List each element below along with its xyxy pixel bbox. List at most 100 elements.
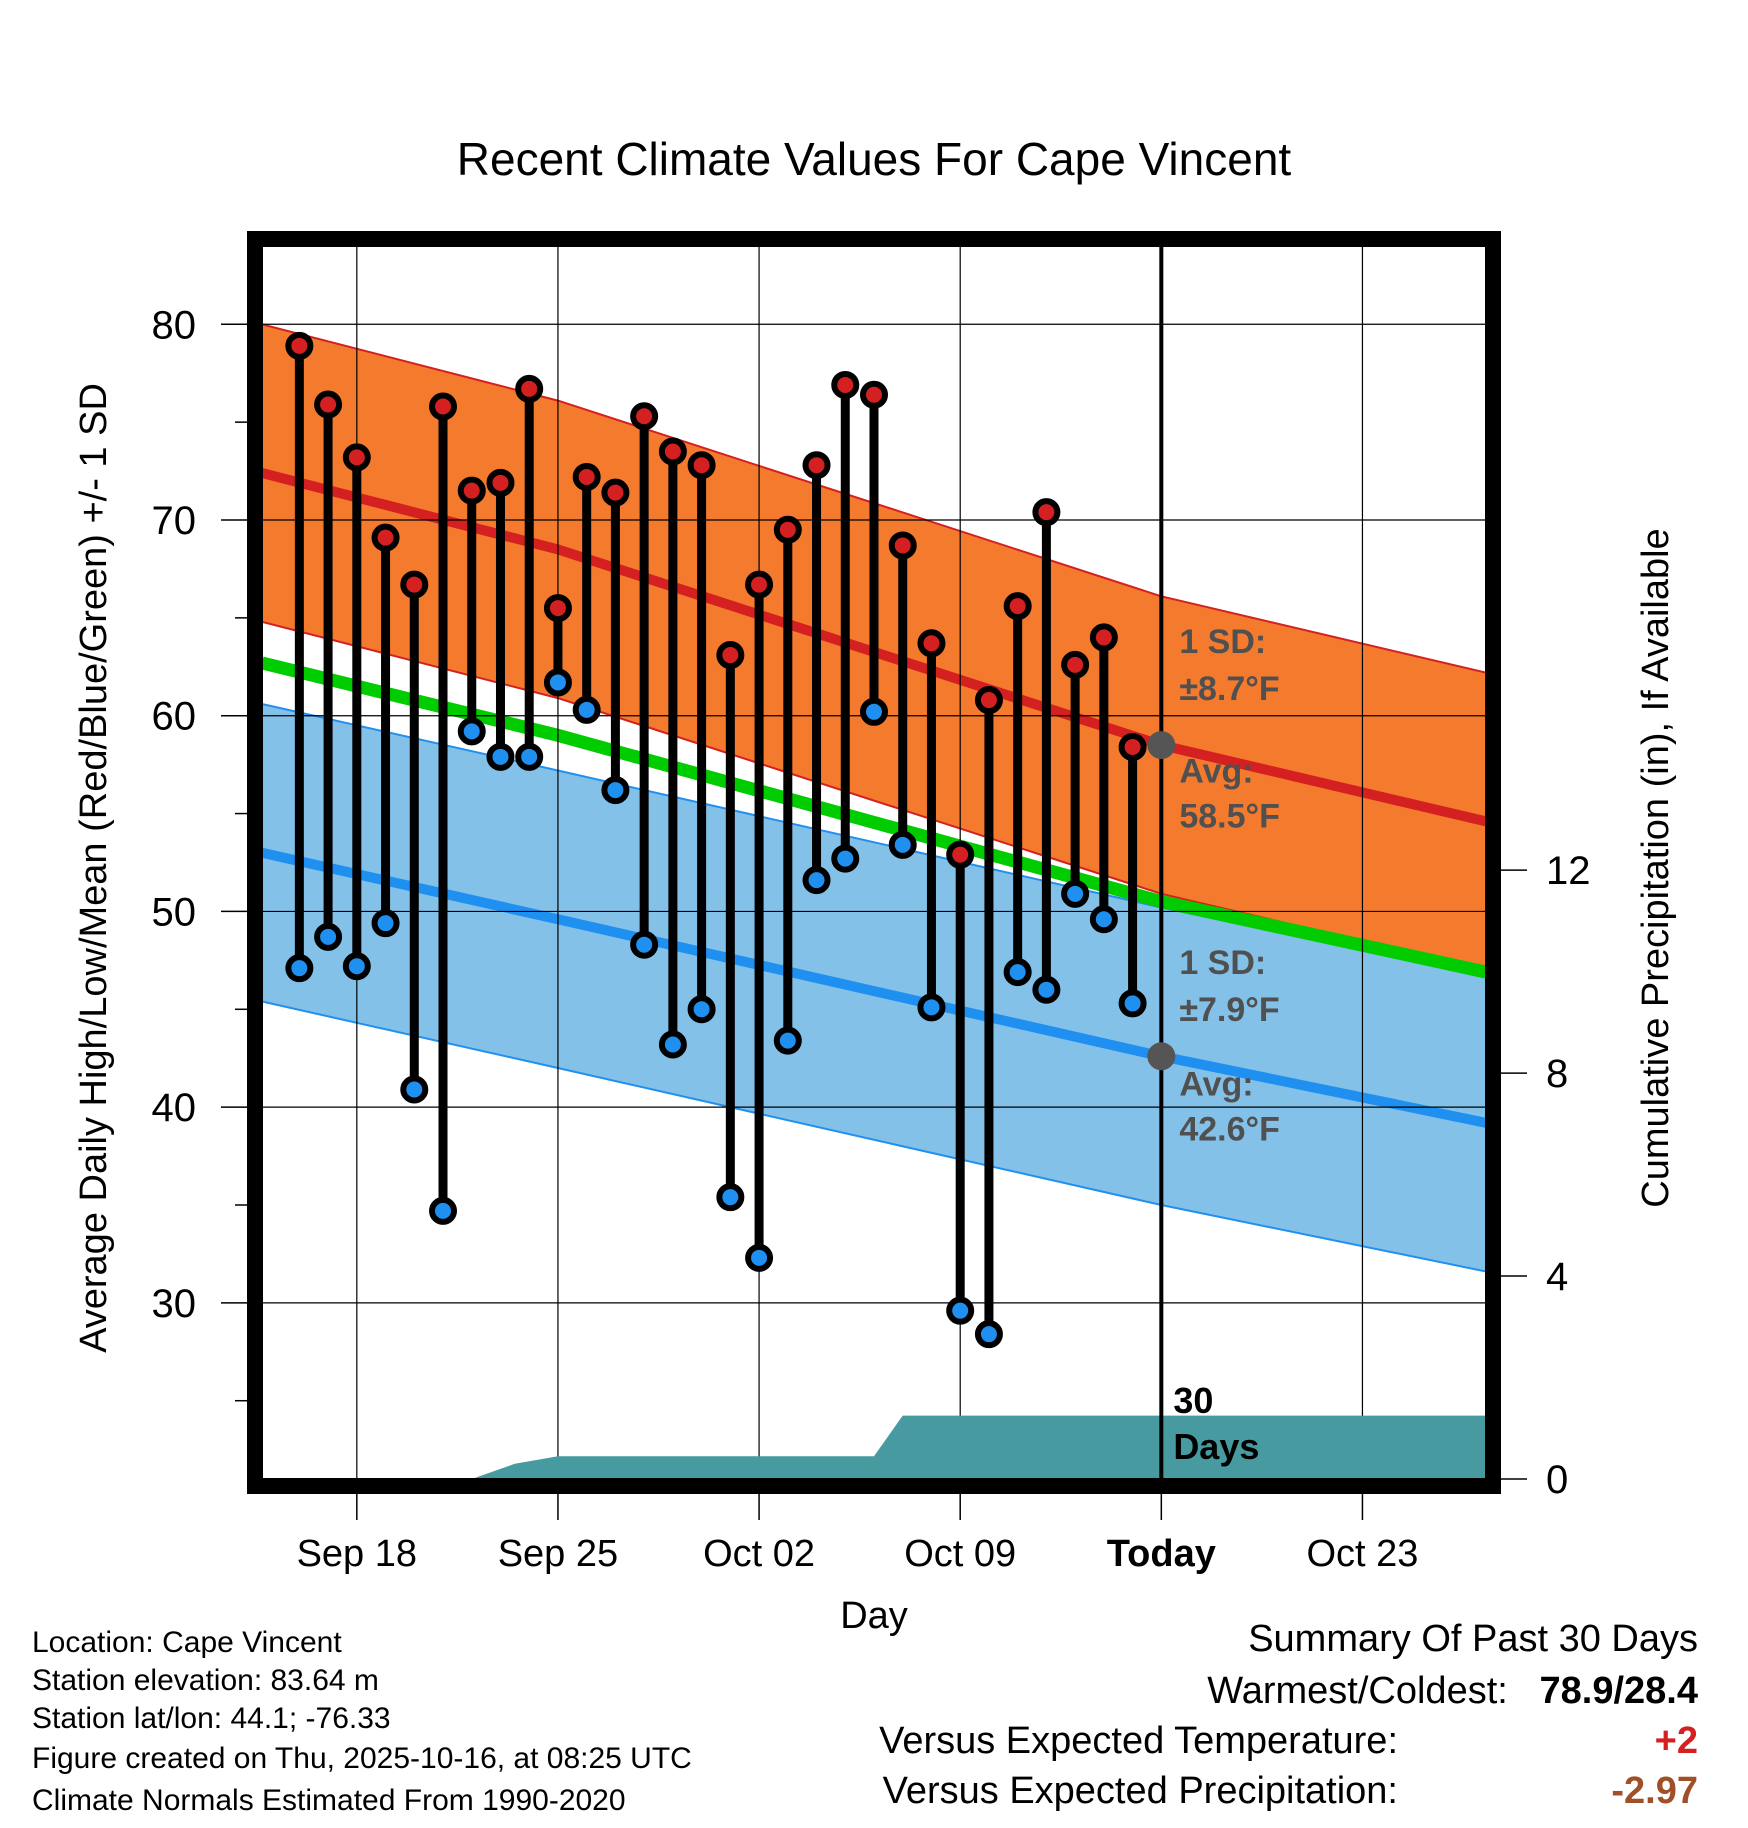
today-days-number: 30 bbox=[1173, 1380, 1213, 1421]
high-point bbox=[342, 443, 371, 472]
y-tick-label: 80 bbox=[152, 303, 197, 347]
summary-warm-cold-value: 78.9/28.4 bbox=[1539, 1670, 1698, 1712]
y2-tick-label: 0 bbox=[1546, 1458, 1568, 1502]
summary-temp-number: +2 bbox=[1654, 1720, 1698, 1762]
high-point bbox=[831, 370, 860, 399]
x-axis-label: Day bbox=[840, 1595, 908, 1637]
low-point bbox=[1003, 958, 1032, 987]
low-point bbox=[486, 742, 515, 771]
low-sd-label: 1 SD: bbox=[1179, 944, 1266, 982]
low-point bbox=[543, 668, 572, 697]
today-low-marker bbox=[1147, 1042, 1176, 1071]
high-point bbox=[687, 451, 716, 480]
low-point bbox=[974, 1320, 1003, 1349]
low-point bbox=[802, 866, 831, 895]
low-point bbox=[429, 1196, 458, 1225]
high-point bbox=[486, 468, 515, 497]
low-point bbox=[888, 830, 917, 859]
y2-tick-label: 4 bbox=[1546, 1255, 1568, 1299]
x-tick-label: Oct 09 bbox=[904, 1533, 1016, 1575]
high-point bbox=[400, 570, 429, 599]
high-point bbox=[457, 476, 486, 505]
y-tick-label: 50 bbox=[152, 890, 197, 934]
high-avg-label: Avg: bbox=[1179, 752, 1253, 790]
y-tick-label: 40 bbox=[152, 1086, 197, 1130]
low-point bbox=[773, 1026, 802, 1055]
high-point bbox=[1061, 650, 1090, 679]
low-point bbox=[371, 909, 400, 938]
high-point bbox=[917, 629, 946, 658]
summary-warm-cold-label: Warmest/Coldest: bbox=[1207, 1670, 1508, 1712]
low-point bbox=[630, 930, 659, 959]
low-sd-value: ±7.9°F bbox=[1179, 991, 1279, 1029]
low-point bbox=[457, 717, 486, 746]
y2-tick-label: 12 bbox=[1546, 849, 1591, 893]
summary-temp-value: +2 bbox=[1655, 1720, 1698, 1763]
y-tick-label: 30 bbox=[152, 1282, 197, 1326]
high-point bbox=[946, 840, 975, 869]
low-point bbox=[917, 993, 946, 1022]
low-point bbox=[314, 922, 343, 951]
high-point bbox=[745, 570, 774, 599]
high-point bbox=[1032, 498, 1061, 527]
high-point bbox=[860, 380, 888, 409]
high-point bbox=[658, 437, 687, 466]
low-point bbox=[716, 1183, 745, 1212]
summary-precip-value: -2.97 bbox=[1611, 1770, 1698, 1813]
footer-latlon: Station lat/lon: 44.1; -76.33 bbox=[32, 1702, 391, 1735]
high-point bbox=[515, 374, 544, 403]
high-sd-value: ±8.7°F bbox=[1179, 670, 1279, 708]
chart-title: Recent Climate Values For Cape Vincent bbox=[457, 133, 1292, 185]
high-point bbox=[888, 531, 917, 560]
footer-created: Figure created on Thu, 2025-10-16, at 08… bbox=[32, 1742, 692, 1775]
y-tick-label: 60 bbox=[152, 695, 197, 739]
high-point bbox=[802, 451, 831, 480]
high-point bbox=[1089, 623, 1118, 652]
high-point bbox=[716, 641, 745, 670]
low-point bbox=[572, 695, 601, 724]
high-point bbox=[1003, 592, 1032, 621]
today-high-marker bbox=[1147, 731, 1176, 760]
high-point bbox=[1118, 733, 1147, 762]
plot-content bbox=[262, 246, 1486, 1479]
precip-area bbox=[262, 1415, 1486, 1479]
low-point bbox=[1032, 975, 1061, 1004]
low-point bbox=[1061, 879, 1090, 908]
low-avg-value: 42.6°F bbox=[1179, 1110, 1280, 1148]
low-point bbox=[946, 1296, 975, 1325]
summary-precip-label: Versus Expected Precipitation: bbox=[882, 1770, 1398, 1812]
high-point bbox=[773, 515, 802, 544]
high-point bbox=[572, 462, 601, 491]
footer-location: Location: Cape Vincent bbox=[32, 1626, 342, 1659]
x-tick-label: Oct 02 bbox=[703, 1533, 815, 1575]
footer-normals: Climate Normals Estimated From 1990-2020 bbox=[32, 1784, 626, 1817]
low-point bbox=[860, 697, 888, 726]
high-point bbox=[601, 478, 630, 507]
low-point bbox=[1118, 989, 1147, 1018]
high-sd-label: 1 SD: bbox=[1179, 623, 1266, 661]
high-point bbox=[429, 392, 458, 421]
summary-title: Summary Of Past 30 Days bbox=[1248, 1618, 1698, 1660]
x-tick-label: Oct 23 bbox=[1306, 1533, 1418, 1575]
summary-warm-cold: Warmest/Coldest: 78.9/28.4 bbox=[1207, 1670, 1698, 1713]
high-point bbox=[974, 686, 1003, 715]
high-normal-line bbox=[262, 468, 1486, 827]
y2-axis-label: Cumulative Precipitation (in), If Availa… bbox=[1635, 528, 1677, 1207]
summary-precip-number: -2.97 bbox=[1611, 1770, 1698, 1812]
y2-tick-label: 8 bbox=[1546, 1052, 1568, 1096]
footer-elevation: Station elevation: 83.64 m bbox=[32, 1664, 379, 1697]
low-point bbox=[658, 1030, 687, 1059]
high-avg-value: 58.5°F bbox=[1179, 797, 1280, 835]
x-tick-label: Sep 25 bbox=[498, 1533, 618, 1575]
plot-frame bbox=[247, 231, 1501, 1494]
high-point bbox=[285, 331, 314, 360]
x-tick-label: Today bbox=[1107, 1533, 1216, 1575]
high-point bbox=[371, 523, 400, 552]
low-avg-label: Avg: bbox=[1179, 1065, 1253, 1103]
low-point bbox=[745, 1243, 774, 1272]
low-point bbox=[831, 844, 860, 873]
high-point bbox=[314, 390, 343, 419]
today-days-word: Days bbox=[1173, 1426, 1259, 1467]
plot-area: 1 SD: ±8.7°F Avg: 58.5°F 1 SD: ±7.9°F Avg: 42.6… bbox=[152, 231, 1591, 1575]
